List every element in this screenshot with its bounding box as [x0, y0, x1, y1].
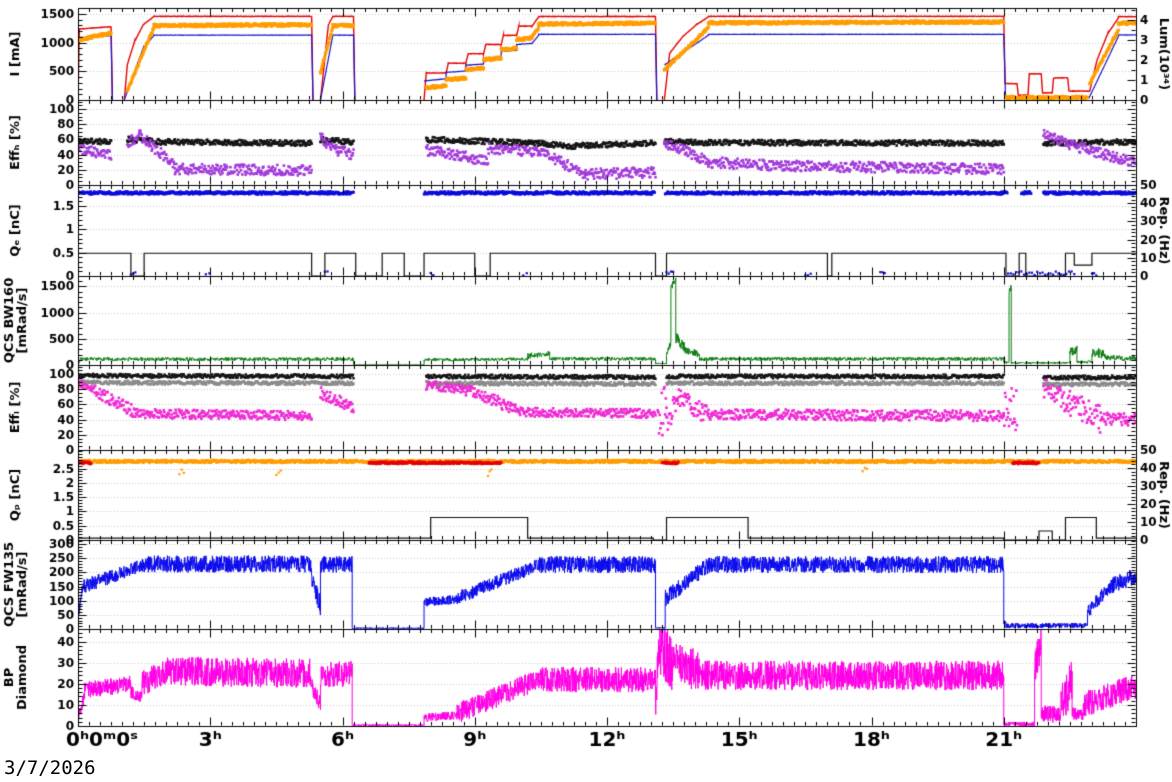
date-label: 3/7/2026 [4, 757, 96, 779]
timeseries-chart-canvas [0, 0, 1172, 756]
